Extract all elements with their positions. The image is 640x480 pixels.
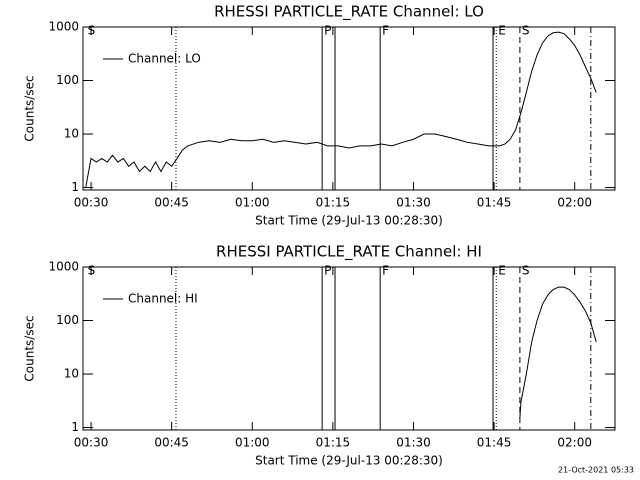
event-label: S xyxy=(88,24,96,38)
y-axis-label: Counts/sec xyxy=(23,315,37,381)
y-tick-label: 1 xyxy=(71,420,79,434)
x-tick-label: 01:45 xyxy=(477,196,512,210)
x-tick-label: 02:00 xyxy=(557,436,592,450)
x-tick-label: 01:00 xyxy=(235,196,270,210)
event-label: S xyxy=(522,24,530,38)
y-tick-label: 1000 xyxy=(48,20,79,34)
x-tick-label: 01:15 xyxy=(316,196,351,210)
footer: 21-Oct-2021 05:33 xyxy=(558,466,634,475)
event-label: P xyxy=(324,24,331,38)
event-label: P xyxy=(324,264,331,278)
y-tick-label: 100 xyxy=(56,313,79,327)
event-label: S xyxy=(88,264,96,278)
x-axis-label: Start Time (29-Jul-13 00:28:30) xyxy=(255,214,443,228)
x-tick-label: 00:45 xyxy=(154,436,189,450)
x-tick-label: 02:00 xyxy=(557,196,592,210)
event-label: S xyxy=(522,264,530,278)
x-tick-label: 00:30 xyxy=(74,436,109,450)
x-tick-label: 01:45 xyxy=(477,436,512,450)
x-tick-label: 01:30 xyxy=(396,196,431,210)
y-tick-label: 10 xyxy=(64,367,79,381)
chart-title: RHESSI PARTICLE_RATE Channel: HI xyxy=(216,243,482,262)
chart-title: RHESSI PARTICLE_RATE Channel: LO xyxy=(214,3,484,22)
x-tick-label: 01:15 xyxy=(316,436,351,450)
data-line xyxy=(519,286,597,419)
x-tick-label: 00:45 xyxy=(154,196,189,210)
y-axis-label: Counts/sec xyxy=(23,75,37,141)
event-label: E xyxy=(498,24,506,38)
y-tick-label: 1000 xyxy=(48,260,79,274)
x-axis-label: Start Time (29-Jul-13 00:28:30) xyxy=(255,454,443,468)
data-line xyxy=(85,31,597,188)
x-tick-label: 01:00 xyxy=(235,436,270,450)
y-tick-label: 100 xyxy=(56,73,79,87)
legend-label: Channel: LO xyxy=(128,52,201,66)
x-tick-label: 00:30 xyxy=(74,196,109,210)
plot-frame xyxy=(82,26,616,191)
y-tick-label: 10 xyxy=(64,127,79,141)
event-label: F xyxy=(382,264,389,278)
event-label: F xyxy=(382,24,389,38)
legend-label: Channel: HI xyxy=(128,292,198,306)
event-label: E xyxy=(498,264,506,278)
plot-frame xyxy=(82,266,616,431)
x-tick-label: 01:30 xyxy=(396,436,431,450)
y-tick-label: 1 xyxy=(71,180,79,194)
